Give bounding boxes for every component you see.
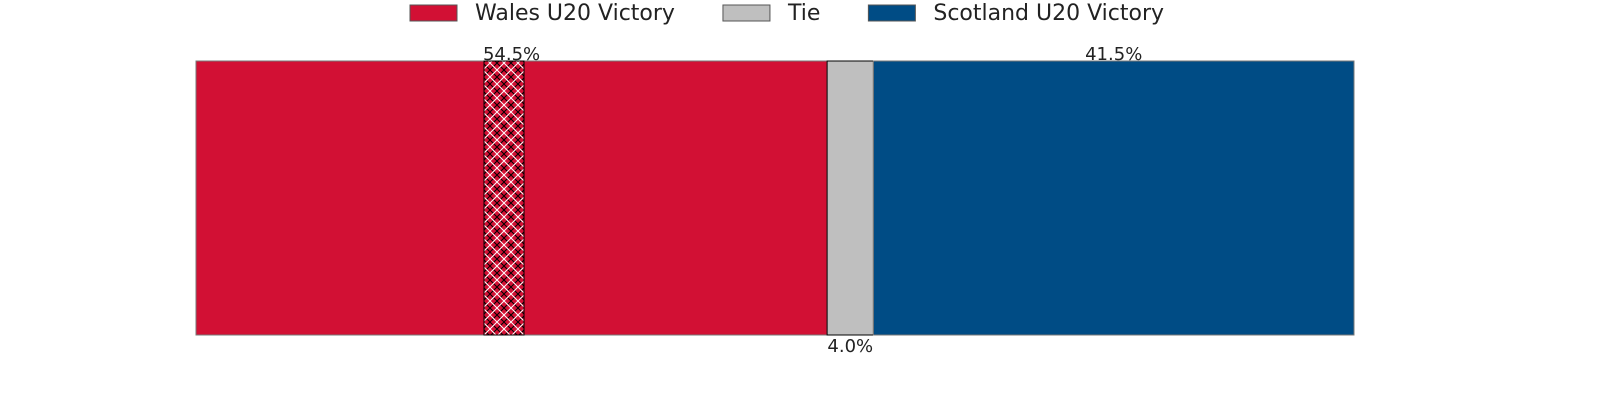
labels: 54.5% 4.0% 41.5% xyxy=(483,44,1142,357)
bars xyxy=(195,60,1355,336)
legend-label: Scotland U20 Victory xyxy=(933,1,1164,26)
data-label: 54.5% xyxy=(483,44,540,65)
data-label: 4.0% xyxy=(827,336,873,357)
legend: Wales U20 Victory Tie Scotland U20 Victory xyxy=(409,1,1164,26)
legend-swatch xyxy=(409,4,458,22)
legend-swatch xyxy=(722,4,771,22)
legend-label: Wales U20 Victory xyxy=(475,1,675,26)
legend-label: Tie xyxy=(787,1,820,26)
legend-swatch xyxy=(867,4,916,22)
bar-segment xyxy=(826,60,874,336)
bar-segment xyxy=(872,60,1355,336)
hatched-highlight xyxy=(483,60,525,336)
data-label: 41.5% xyxy=(1085,44,1142,65)
